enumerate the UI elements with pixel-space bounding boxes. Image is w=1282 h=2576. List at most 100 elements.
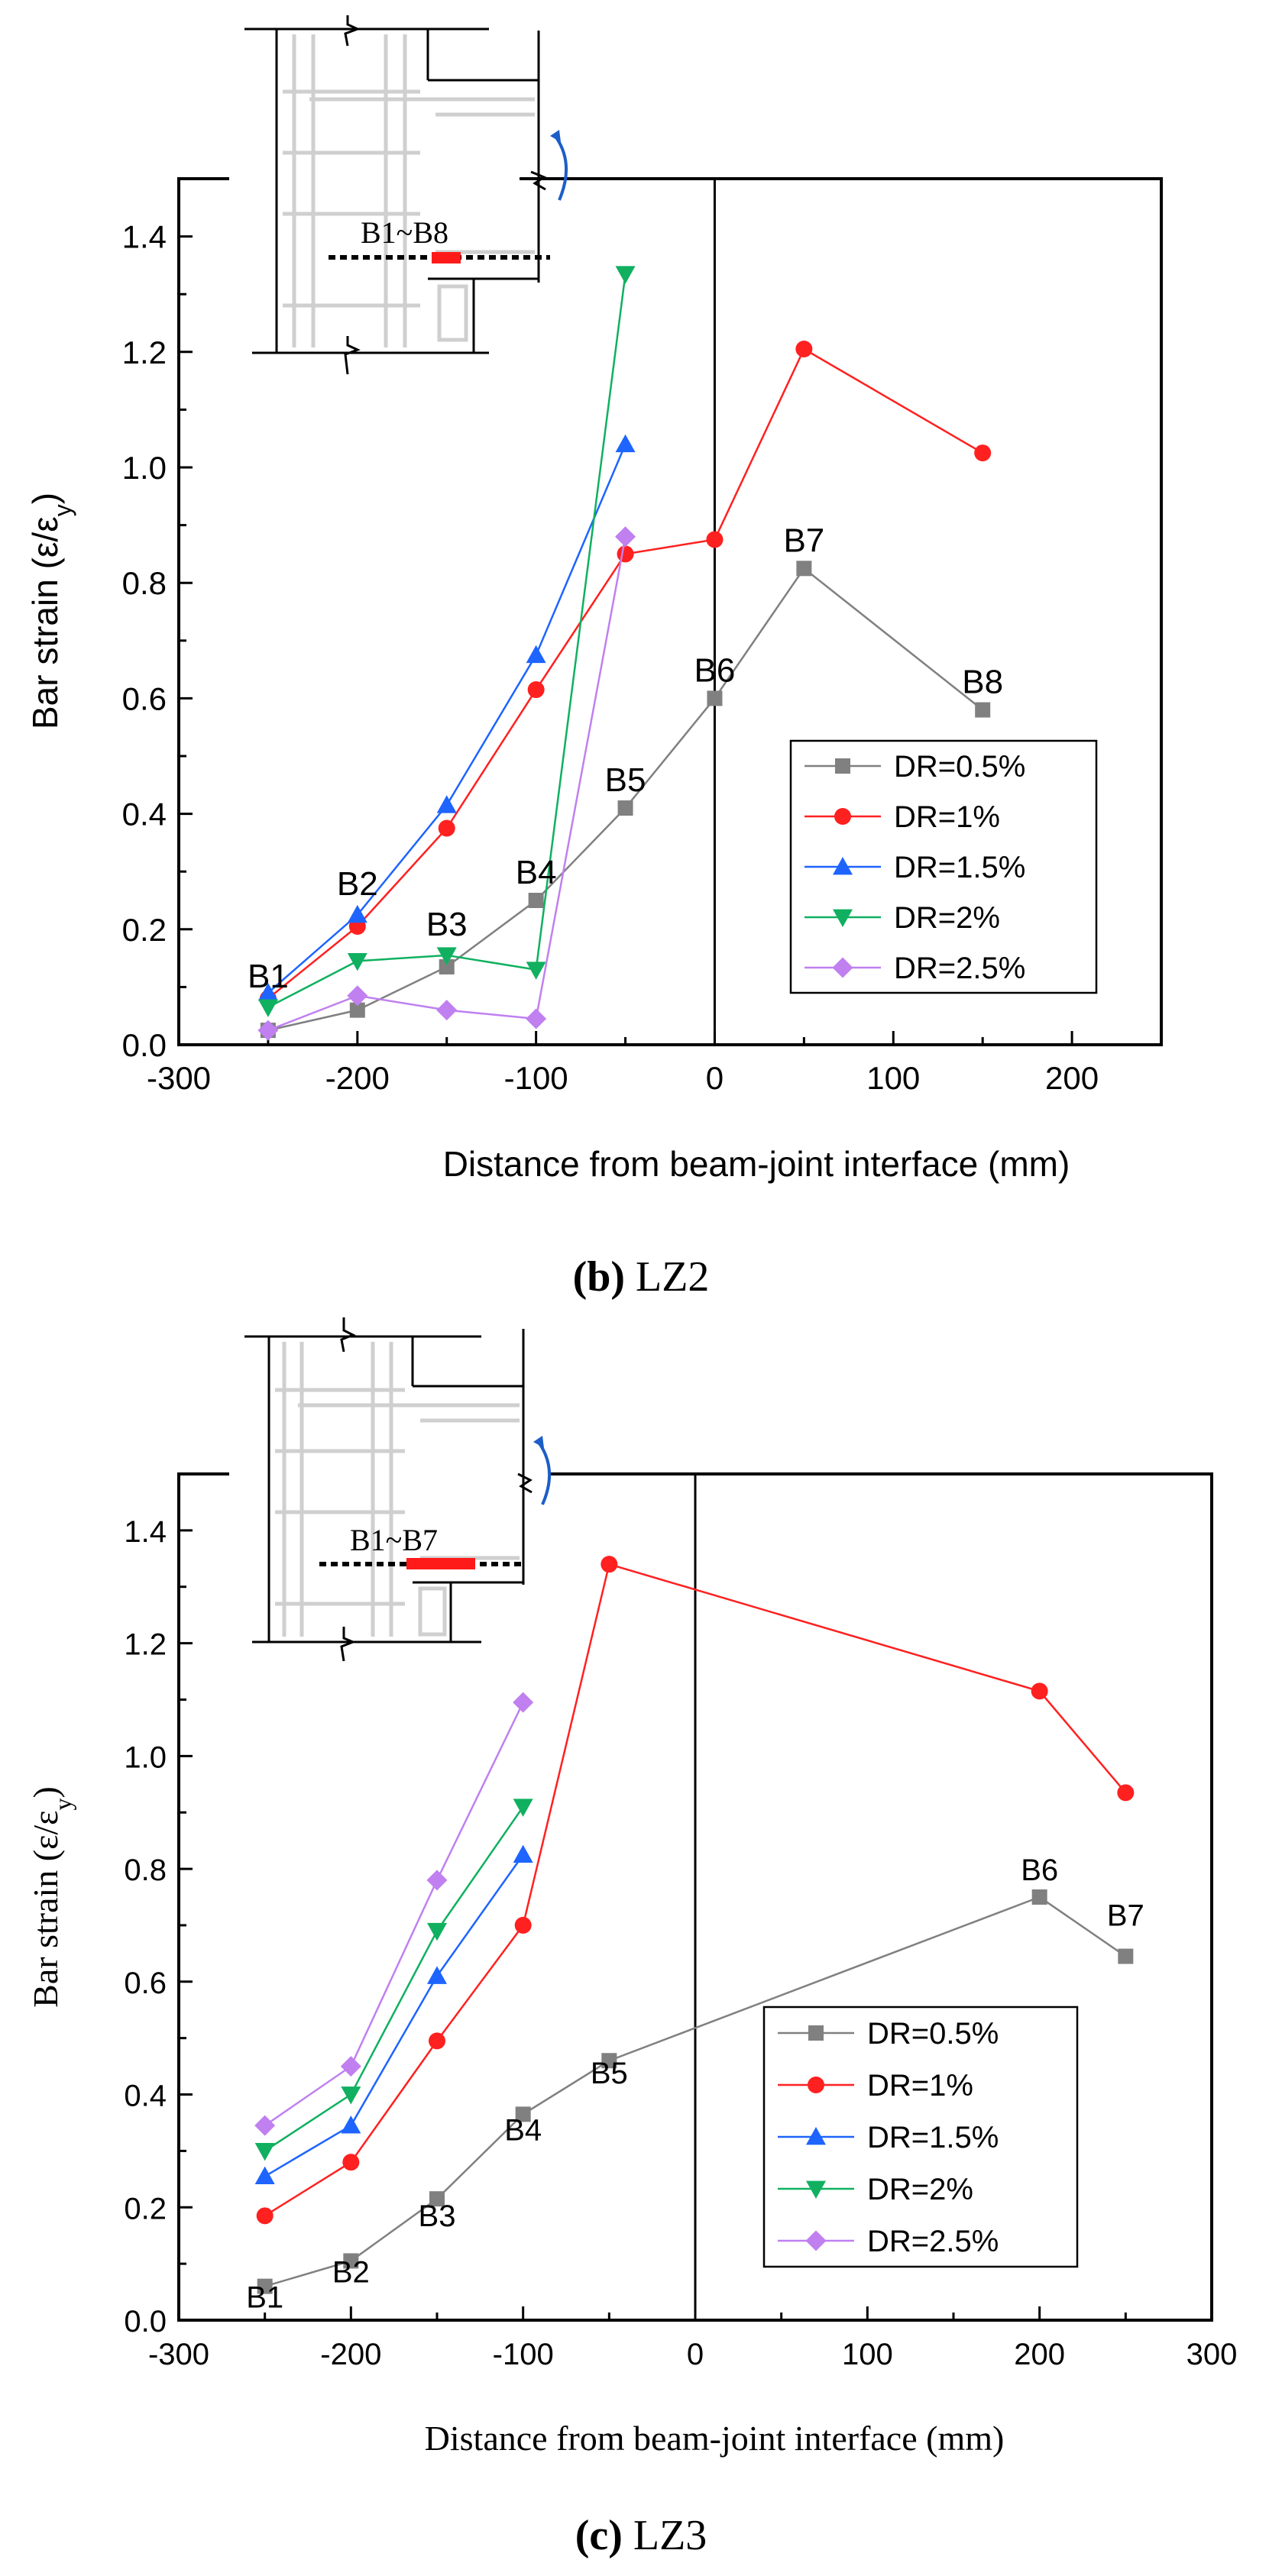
data-point [257, 1020, 279, 1041]
y-tick-label: 0.2 [124, 2192, 167, 2225]
y-tick-label: 1.4 [122, 219, 167, 255]
data-point [806, 2180, 826, 2199]
legend-label: DR=1.5% [894, 851, 1025, 884]
data-point [832, 957, 853, 978]
point-annotation: B6 [1021, 1854, 1058, 1887]
point-annotation: B5 [605, 761, 646, 799]
data-point [256, 2207, 274, 2225]
data-point [254, 2143, 275, 2161]
data-point [427, 1966, 447, 1984]
data-point [526, 645, 546, 664]
point-annotation: B6 [694, 651, 736, 689]
legend-label: DR=2.5% [894, 952, 1025, 985]
data-point [513, 1844, 533, 1863]
data-point [436, 947, 457, 965]
data-point [439, 958, 455, 974]
data-point [347, 985, 368, 1007]
data-point [526, 962, 546, 980]
y-tick-label: 0.6 [124, 1967, 167, 2000]
break-line [340, 1627, 356, 1662]
x-tick-label: 0 [687, 2338, 704, 2371]
point-annotation: B1 [246, 2281, 283, 2315]
data-point [1031, 1889, 1047, 1905]
data-point [601, 2053, 617, 2069]
series-line [264, 1806, 524, 2152]
data-point [347, 904, 367, 923]
legend: DR=0.5% DR=1% DR=1.5% DR=2% DR=2.5% [762, 2006, 1079, 2268]
break-line [344, 336, 361, 375]
rebar-cage [275, 1342, 520, 1637]
rotation-arrow-icon [538, 1442, 551, 1505]
x-tick-label: 100 [866, 1060, 920, 1096]
y-tick-label: 1.2 [122, 335, 167, 370]
data-point [257, 999, 278, 1017]
data-point [1117, 1784, 1135, 1802]
data-point [343, 2253, 359, 2269]
data-point [438, 819, 455, 837]
x-tick-label: 200 [1014, 2338, 1065, 2371]
break-line [517, 1472, 533, 1494]
data-point [429, 2032, 445, 2050]
break-line [340, 1317, 356, 1353]
data-point [975, 702, 991, 718]
x-tick-label: -300 [147, 1060, 211, 1096]
data-point [342, 2154, 360, 2171]
point-annotation: B2 [332, 2255, 370, 2289]
data-point [254, 2166, 275, 2185]
legend-label: DR=0.5% [867, 2017, 999, 2051]
legend-label: DR=2% [894, 901, 1000, 935]
point-annotation: B8 [962, 664, 1003, 701]
data-point [805, 2230, 827, 2251]
data-point [349, 1002, 365, 1018]
x-tick-label: -100 [493, 2338, 554, 2371]
legend-label: DR=2.5% [867, 2225, 999, 2258]
point-annotation: B4 [504, 2113, 542, 2147]
data-point [617, 545, 634, 563]
data-point [429, 2191, 445, 2207]
point-annotation: B3 [419, 2199, 456, 2233]
axes: -300 -200 -100 0 100 200 300 0.0 0.2 0.4 0.6 0.8 1.0… [124, 1472, 1238, 2371]
data-point [615, 434, 636, 453]
inset-label: B1~B7 [350, 1523, 438, 1557]
data-point [341, 2086, 361, 2105]
arrow-head-icon [550, 130, 561, 142]
data-point [617, 800, 633, 816]
legend-label: DR=0.5% [894, 750, 1025, 784]
y-tick-label: 0.6 [122, 680, 167, 716]
data-point [340, 2056, 361, 2077]
joint-diagram-inset: B1~B7 [229, 1317, 551, 1662]
data-point [808, 2077, 824, 2093]
data-point [513, 1799, 533, 1817]
series-layer [257, 266, 992, 1041]
series-line [264, 1854, 524, 2177]
point-annotation: B7 [783, 522, 824, 559]
point-annotation: B4 [516, 854, 557, 891]
joint-diagram-inset: B1~B8 [229, 15, 568, 375]
data-point [427, 1922, 447, 1941]
x-tick-label: -300 [148, 2338, 209, 2371]
gauge-marker [406, 1558, 475, 1569]
data-point [528, 893, 544, 908]
x-axis-label: Distance from beam-joint interface (mm) [425, 2419, 1005, 2458]
x-tick-label: 300 [1186, 2338, 1238, 2371]
y-tick-label: 1.0 [124, 1740, 167, 1774]
series-layer [254, 1556, 1135, 2294]
x-tick-label: 200 [1045, 1060, 1099, 1096]
rotation-arrow-icon [555, 136, 568, 201]
inset-label: B1~B8 [361, 215, 448, 250]
legend-label: DR=1% [867, 2069, 973, 2102]
chart-panel-c: -300 -200 -100 0 100 200 300 0.0 0.2 0.4 0.6 0.8 1.0… [26, 1317, 1237, 2559]
legend-label: DR=2% [867, 2173, 973, 2206]
x-tick-label: -100 [504, 1060, 568, 1096]
data-point [834, 808, 851, 825]
legend-label: DR=1% [894, 800, 1000, 834]
break-line [344, 15, 361, 47]
data-point [1031, 1682, 1048, 1700]
caption-c: (c) LZ3 [575, 2512, 707, 2559]
y-tick-label: 0.0 [122, 1027, 167, 1063]
y-tick-label: 0.0 [124, 2305, 167, 2338]
point-labels: B1 B2 B3 B4 B5 B6 B7 B8 [248, 522, 1003, 995]
legend: DR=0.5% DR=1% DR=1.5% DR=2% DR=2.5% [789, 739, 1098, 994]
data-point [974, 444, 992, 462]
